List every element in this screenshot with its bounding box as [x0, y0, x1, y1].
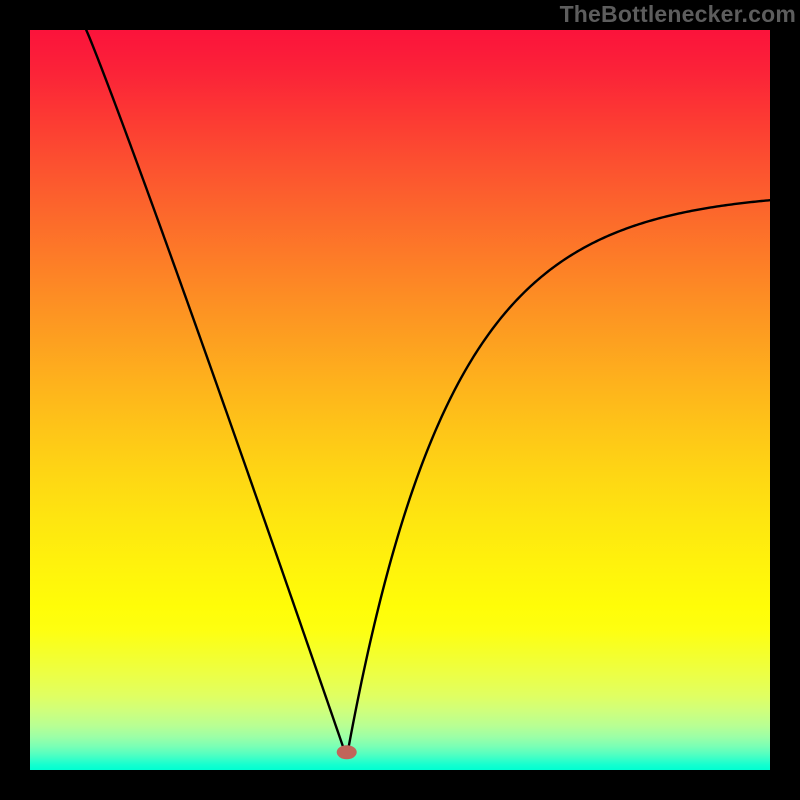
- watermark-label: TheBottlenecker.com: [560, 0, 800, 28]
- plot-area: [30, 30, 770, 770]
- minimum-marker: [337, 745, 357, 759]
- chart-background: [30, 30, 770, 770]
